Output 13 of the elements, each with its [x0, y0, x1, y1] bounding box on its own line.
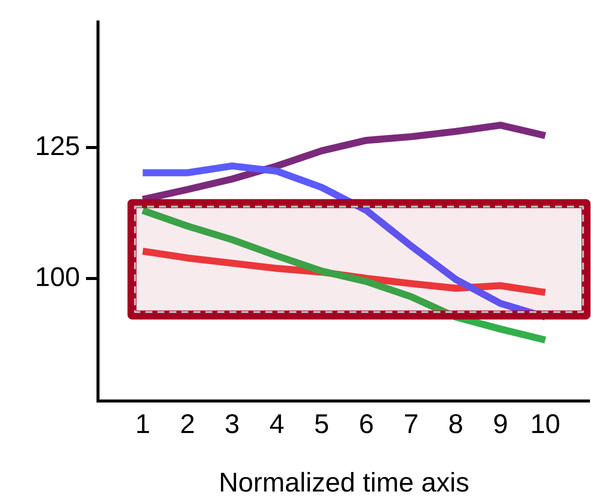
x-tick-label: 2: [180, 408, 195, 439]
x-tick-label: 6: [358, 408, 374, 439]
x-tick-label: 9: [493, 408, 508, 439]
x-tick-label: 3: [224, 408, 240, 439]
x-tick-label: 5: [314, 408, 330, 439]
y-tick-label: 125: [34, 131, 80, 162]
y-tick-label: 100: [34, 262, 80, 292]
x-tick-label: 7: [404, 408, 419, 439]
x-tick-label: 4: [269, 408, 284, 439]
x-tick-label: 1: [135, 408, 150, 439]
x-tick-label: 10: [530, 408, 560, 439]
x-tick-label: 8: [448, 408, 464, 439]
x-axis-title: Normalized time axis: [218, 467, 470, 498]
